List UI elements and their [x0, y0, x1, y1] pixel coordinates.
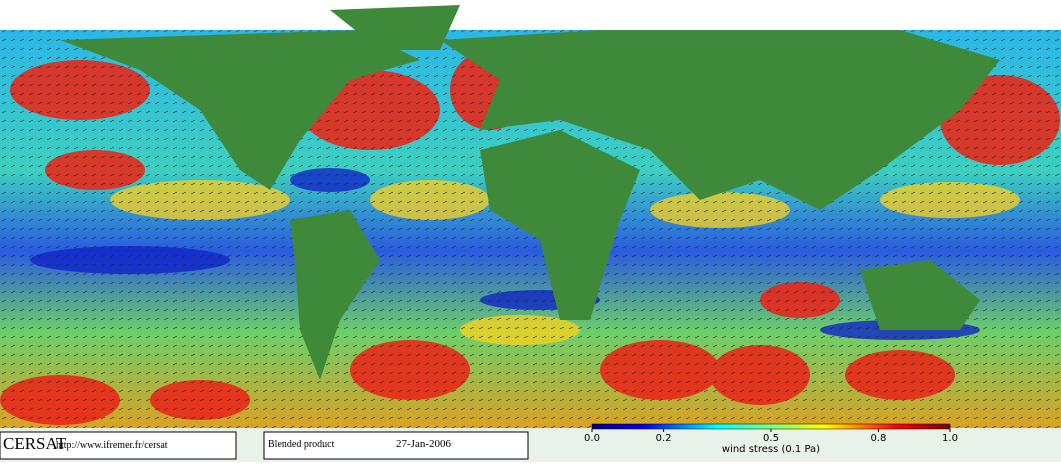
product-box	[263, 431, 529, 460]
land	[60, 5, 1000, 380]
colorbar-tick-label: 0.0	[584, 433, 600, 444]
footer: CERSAT http://www.ifremer.fr/cersat Blen…	[0, 431, 529, 460]
colorbar-tick-label: 1.0	[942, 433, 958, 444]
url: http://www.ifremer.fr/cersat	[56, 440, 168, 451]
colorbar-tick-label: 0.5	[763, 433, 779, 444]
colorbar-tick-label: 0.8	[870, 433, 886, 444]
logo: CERSAT	[3, 434, 67, 453]
date: 27-Jan-2006	[396, 438, 451, 450]
colorbar-gradient	[591, 423, 951, 430]
colorbar-tick-label: 0.2	[656, 433, 672, 444]
product: Blended product	[268, 439, 335, 450]
url-box	[0, 431, 237, 460]
colorbar: wind stress (0.1 Pa) 0.0 0.2 0.5 0.8 1.0	[584, 423, 958, 455]
colorbar-label: wind stress (0.1 Pa)	[722, 444, 820, 455]
